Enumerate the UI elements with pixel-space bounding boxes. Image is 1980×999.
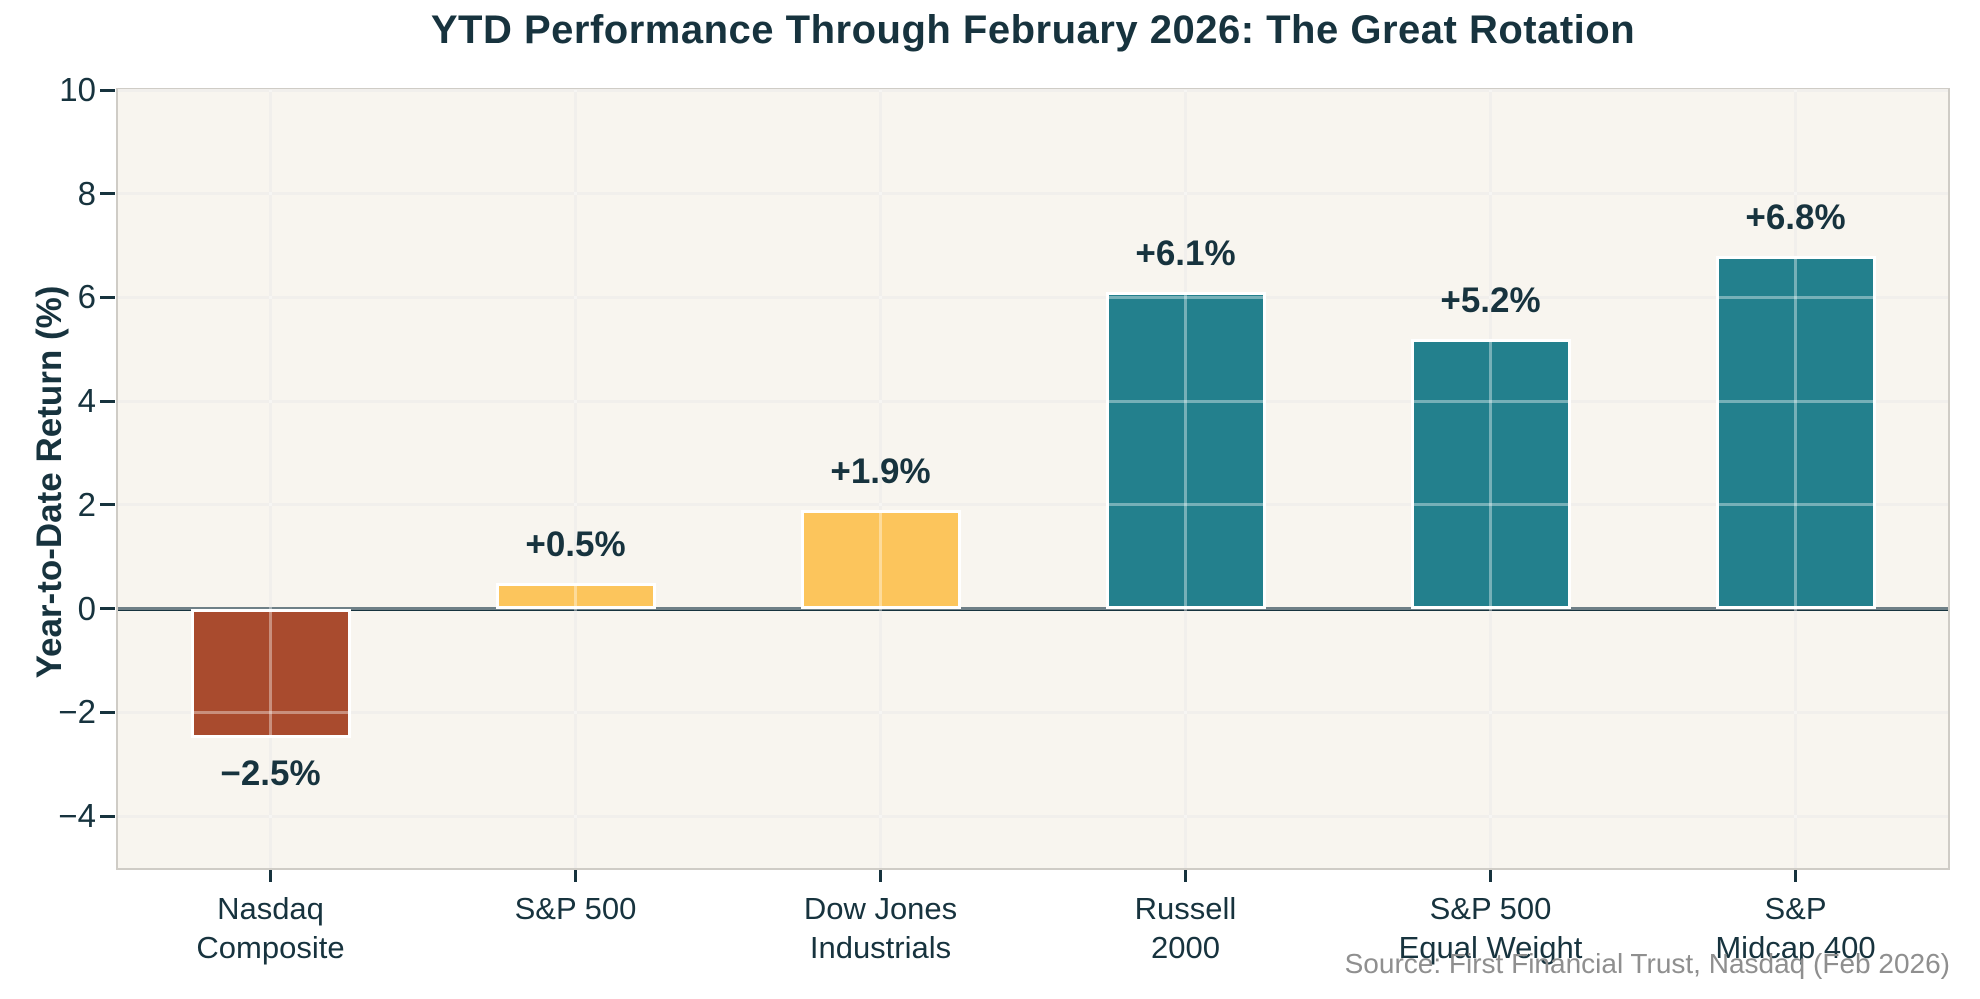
gridline-horizontal-overlay [118,295,1948,299]
y-axis-tick [100,710,115,714]
x-axis-tick [1184,870,1187,882]
gridline-vertical [574,90,577,868]
bar-1 [190,608,351,739]
bar-4 [1105,292,1266,609]
y-tick-label: 8 [77,174,96,212]
gridline-horizontal [118,295,1948,299]
x-axis-tick [269,870,272,882]
gridline-horizontal-overlay [118,399,1948,403]
x-tick-label: Dow Jones Industrials [803,891,958,965]
bar-value-label: +0.5% [525,524,626,564]
y-axis-tick [100,192,115,196]
y-tick-label: 0 [77,589,96,627]
gridline-vertical [879,90,882,868]
gridline-horizontal-overlay [118,710,1948,714]
y-axis-tick [100,814,115,818]
zero-line [118,606,1948,611]
gridline-horizontal-overlay [118,607,1948,611]
y-tick-label: −4 [58,797,96,835]
x-axis-tick [1489,870,1492,882]
gridline-horizontal-overlay [118,503,1948,507]
gridline-horizontal [118,88,1948,92]
x-tick-label: S&P Midcap 400 [1715,891,1876,965]
bar-value-label: +6.1% [1135,234,1236,274]
bar-value-label: +1.9% [830,452,931,492]
y-tick-label: 2 [77,485,96,523]
gridline-vertical-overlay [1794,90,1797,868]
bar-value-label: −2.5% [220,754,321,794]
gridline-horizontal-overlay [118,88,1948,92]
x-axis-tick [879,870,882,882]
x-tick-label: Russell 2000 [1134,891,1237,965]
gridline-vertical-overlay [1489,90,1492,868]
y-tick-label: 6 [77,278,96,316]
gridline-vertical-overlay [879,90,882,868]
y-axis-tick [100,88,115,92]
gridline-horizontal [118,814,1948,818]
y-axis-label: Year-to-Date Return (%) [30,285,69,679]
bar-2 [495,582,656,609]
y-axis-tick [100,503,115,507]
gridline-horizontal-overlay [118,814,1948,818]
x-tick-label: S&P 500 [514,891,637,926]
plot-area: −2.5% +0.5% +1.9% +6.1% +5.2% +6.8% [116,88,1950,870]
x-tick-label: Nasdaq Composite [196,891,345,965]
bar-6 [1715,255,1876,609]
x-axis-tick [574,870,577,882]
x-axis-tick [1794,870,1797,882]
y-axis-tick [100,295,115,299]
bar-value-label: +5.2% [1440,280,1541,320]
gridline-horizontal [118,192,1948,196]
bar-3 [800,510,961,609]
gridline-horizontal [118,710,1948,714]
y-tick-label: −2 [58,693,96,731]
gridline-vertical-overlay [269,90,272,868]
y-axis-tick [100,399,115,403]
x-tick-label: S&P 500 Equal Weight [1398,891,1583,965]
gridline-horizontal-overlay [118,192,1948,196]
y-tick-label: 4 [77,382,96,420]
gridline-horizontal [118,399,1948,403]
gridline-vertical-overlay [1184,90,1187,868]
bar-5 [1410,338,1571,609]
y-axis-tick [100,607,115,611]
gridline-vertical-overlay [574,90,577,868]
chart-title: YTD Performance Through February 2026: T… [430,8,1636,52]
gridline-horizontal [118,503,1948,507]
gridline-vertical [269,90,272,868]
source-note: Source: First Financial Trust, Nasdaq (F… [1344,948,1950,979]
y-tick-label: 10 [59,71,96,108]
bar-value-label: +6.8% [1745,197,1846,237]
